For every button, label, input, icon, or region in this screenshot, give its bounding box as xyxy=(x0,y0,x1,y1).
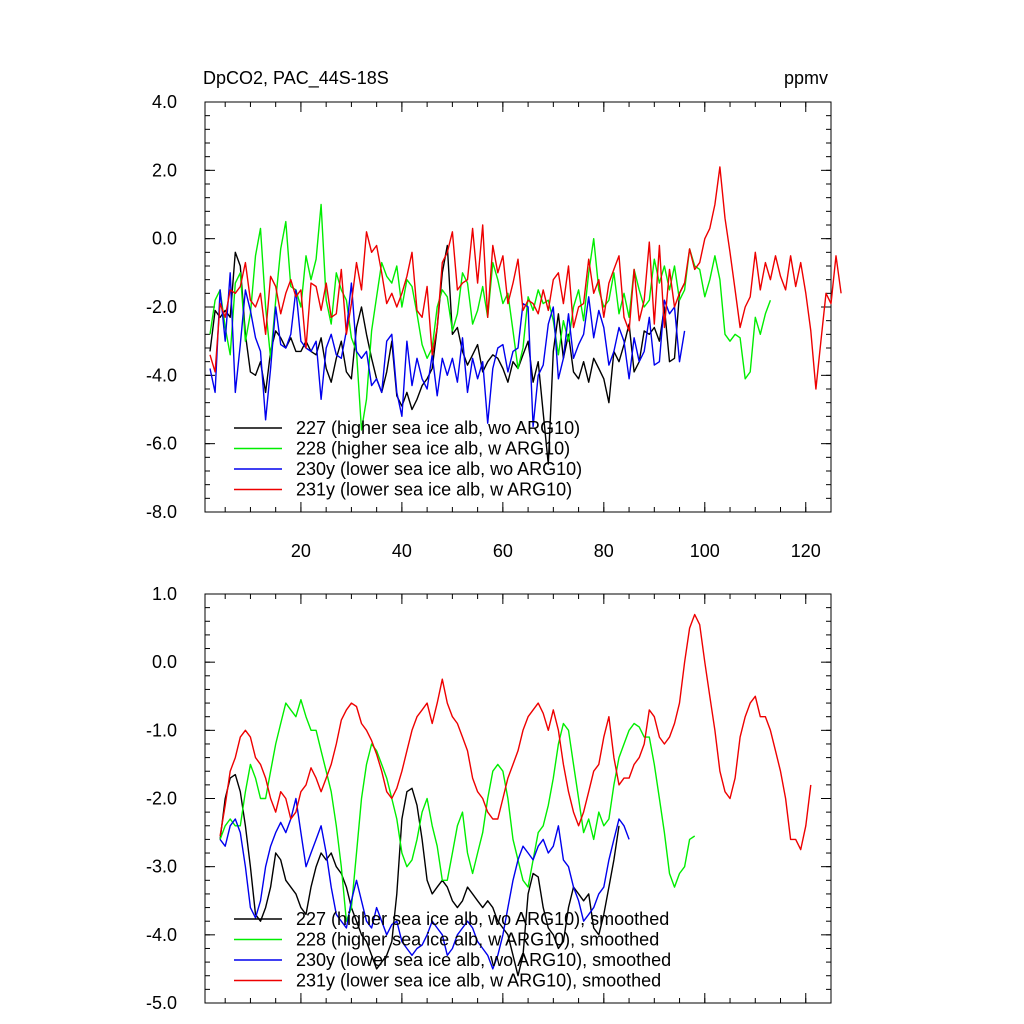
legend-label: 231y (lower sea ice alb, w ARG10) xyxy=(296,480,572,500)
chart-title: DpCO2, PAC_44S-18S xyxy=(203,68,389,89)
x-tick-label: 60 xyxy=(493,541,513,561)
y-tick-label: 2.0 xyxy=(152,160,177,180)
y-tick-label: -8.0 xyxy=(146,502,177,522)
x-tick-label: 100 xyxy=(690,541,720,561)
y-tick-label: -2.0 xyxy=(146,297,177,317)
y-tick-label: -4.0 xyxy=(146,925,177,945)
y-tick-label: -4.0 xyxy=(146,365,177,385)
series-line xyxy=(219,797,630,970)
series-line xyxy=(209,244,686,465)
x-tick-label: 120 xyxy=(791,541,821,561)
legend-label: 230y (lower sea ice alb, wo ARG10) xyxy=(296,459,582,479)
top-panel: 20 40 60 80 100 120 -8.0 -6.0 -4.0 -2.0 0.0 2.0 4.0 2… xyxy=(146,92,842,561)
y-tick-label: -2.0 xyxy=(146,789,177,809)
legend-label: 227 (higher sea ice alb, wo ARG10) xyxy=(296,418,580,438)
x-tick-label: 40 xyxy=(392,541,412,561)
x-tick-label: 20 xyxy=(291,541,311,561)
legend-label: 228 (higher sea ice alb, w ARG10) xyxy=(296,439,570,459)
series-line xyxy=(219,613,812,851)
legend-label: 231y (lower sea ice alb, w ARG10), smoot… xyxy=(296,971,661,991)
y-tick-label: -1.0 xyxy=(146,720,177,740)
unit-label: ppmv xyxy=(784,68,828,88)
y-tick-label: 0.0 xyxy=(152,229,177,249)
legend-label: 227 (higher sea ice alb, wo ARG10), smoo… xyxy=(296,909,669,929)
y-tick-label: -6.0 xyxy=(146,434,177,454)
y-tick-label: -5.0 xyxy=(146,993,177,1013)
x-tick-label: 80 xyxy=(594,541,614,561)
y-tick-label: 1.0 xyxy=(152,584,177,604)
series-line xyxy=(209,166,842,390)
y-tick-label: 0.0 xyxy=(152,652,177,672)
series-line xyxy=(209,272,686,428)
series-line xyxy=(219,699,696,922)
y-tick-label: -3.0 xyxy=(146,857,177,877)
legend-label: 230y (lower sea ice alb, wo ARG10), smoo… xyxy=(296,950,671,970)
legend-label: 228 (higher sea ice alb, w ARG10), smoot… xyxy=(296,930,659,950)
y-tick-label: 4.0 xyxy=(152,92,177,112)
bottom-panel: -5.0 -4.0 -3.0 -2.0 -1.0 0.0 1.0 227 (higher se… xyxy=(146,584,832,1013)
